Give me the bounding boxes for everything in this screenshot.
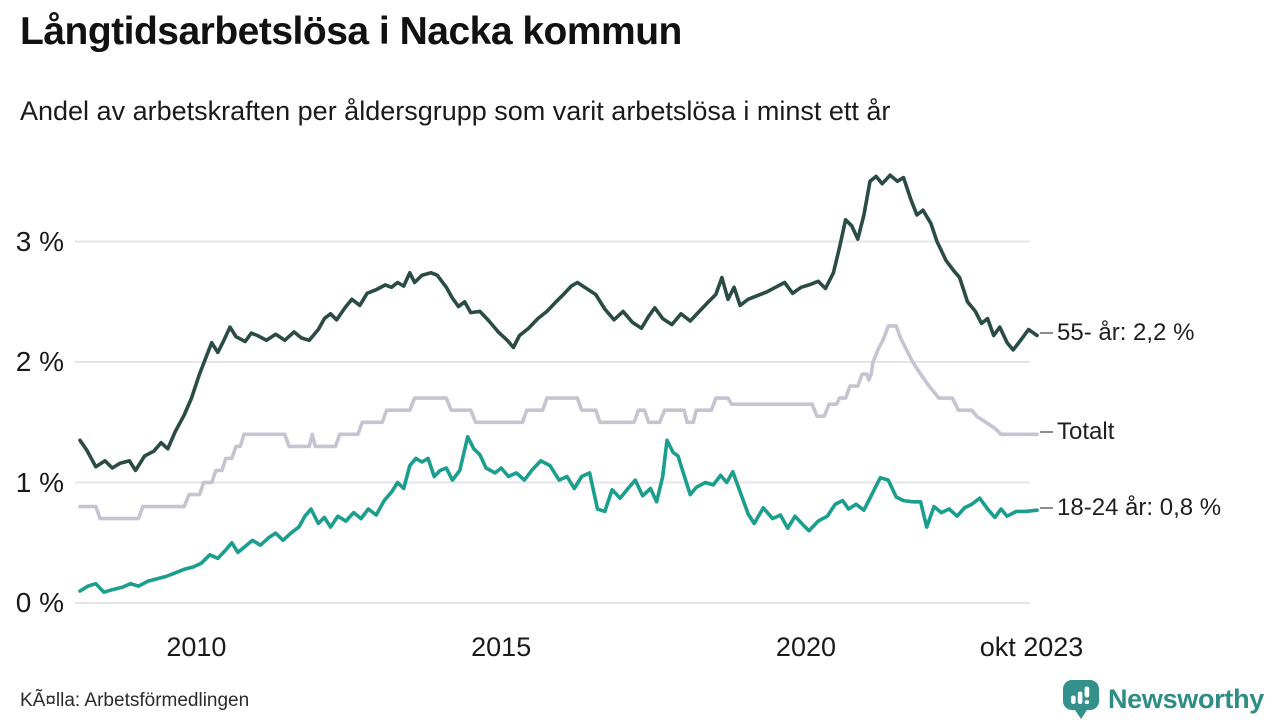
page-title: Långtidsarbetslösa i Nacka kommun [20, 10, 682, 53]
x-tick-label: 2010 [166, 632, 227, 662]
series-end-label-18-24-r: 18-24 år: 0,8 % [1040, 494, 1221, 522]
series-end-label-text: Totalt [1057, 418, 1115, 446]
series-line-totalt [78, 324, 1039, 521]
y-tick-label: 2 % [15, 346, 64, 377]
y-tick-label: 0 % [15, 587, 64, 618]
page-subtitle: Andel av arbetskraften per åldersgrupp s… [20, 96, 891, 126]
series-line-55-r [78, 173, 1039, 473]
y-tick-label: 3 % [15, 225, 64, 257]
label-dash-icon [1040, 507, 1053, 510]
series-end-label-text: 18-24 år: 0,8 % [1057, 494, 1222, 522]
y-tick-label: 1 % [15, 466, 64, 498]
series-end-label-text: 55- år: 2,2 % [1057, 319, 1195, 347]
bar-chart-pin-icon [1062, 680, 1099, 719]
source-caption: KÃ¤lla: Arbetsförmedlingen [20, 690, 250, 711]
x-tick-label: 2020 [775, 632, 837, 662]
x-tick-label: okt 2023 [979, 632, 1084, 662]
logo-text: Newsworthy [1107, 683, 1264, 714]
series-line-18-24-r [78, 434, 1039, 595]
newsworthy-logo: Newsworthy [1061, 678, 1264, 720]
series-end-label-totalt: Totalt [1040, 418, 1114, 446]
series-end-label-55-r: 55- år: 2,2 % [1040, 319, 1194, 347]
x-tick-label: 2015 [471, 632, 532, 662]
label-dash-icon [1040, 431, 1053, 434]
label-dash-icon [1040, 332, 1053, 335]
